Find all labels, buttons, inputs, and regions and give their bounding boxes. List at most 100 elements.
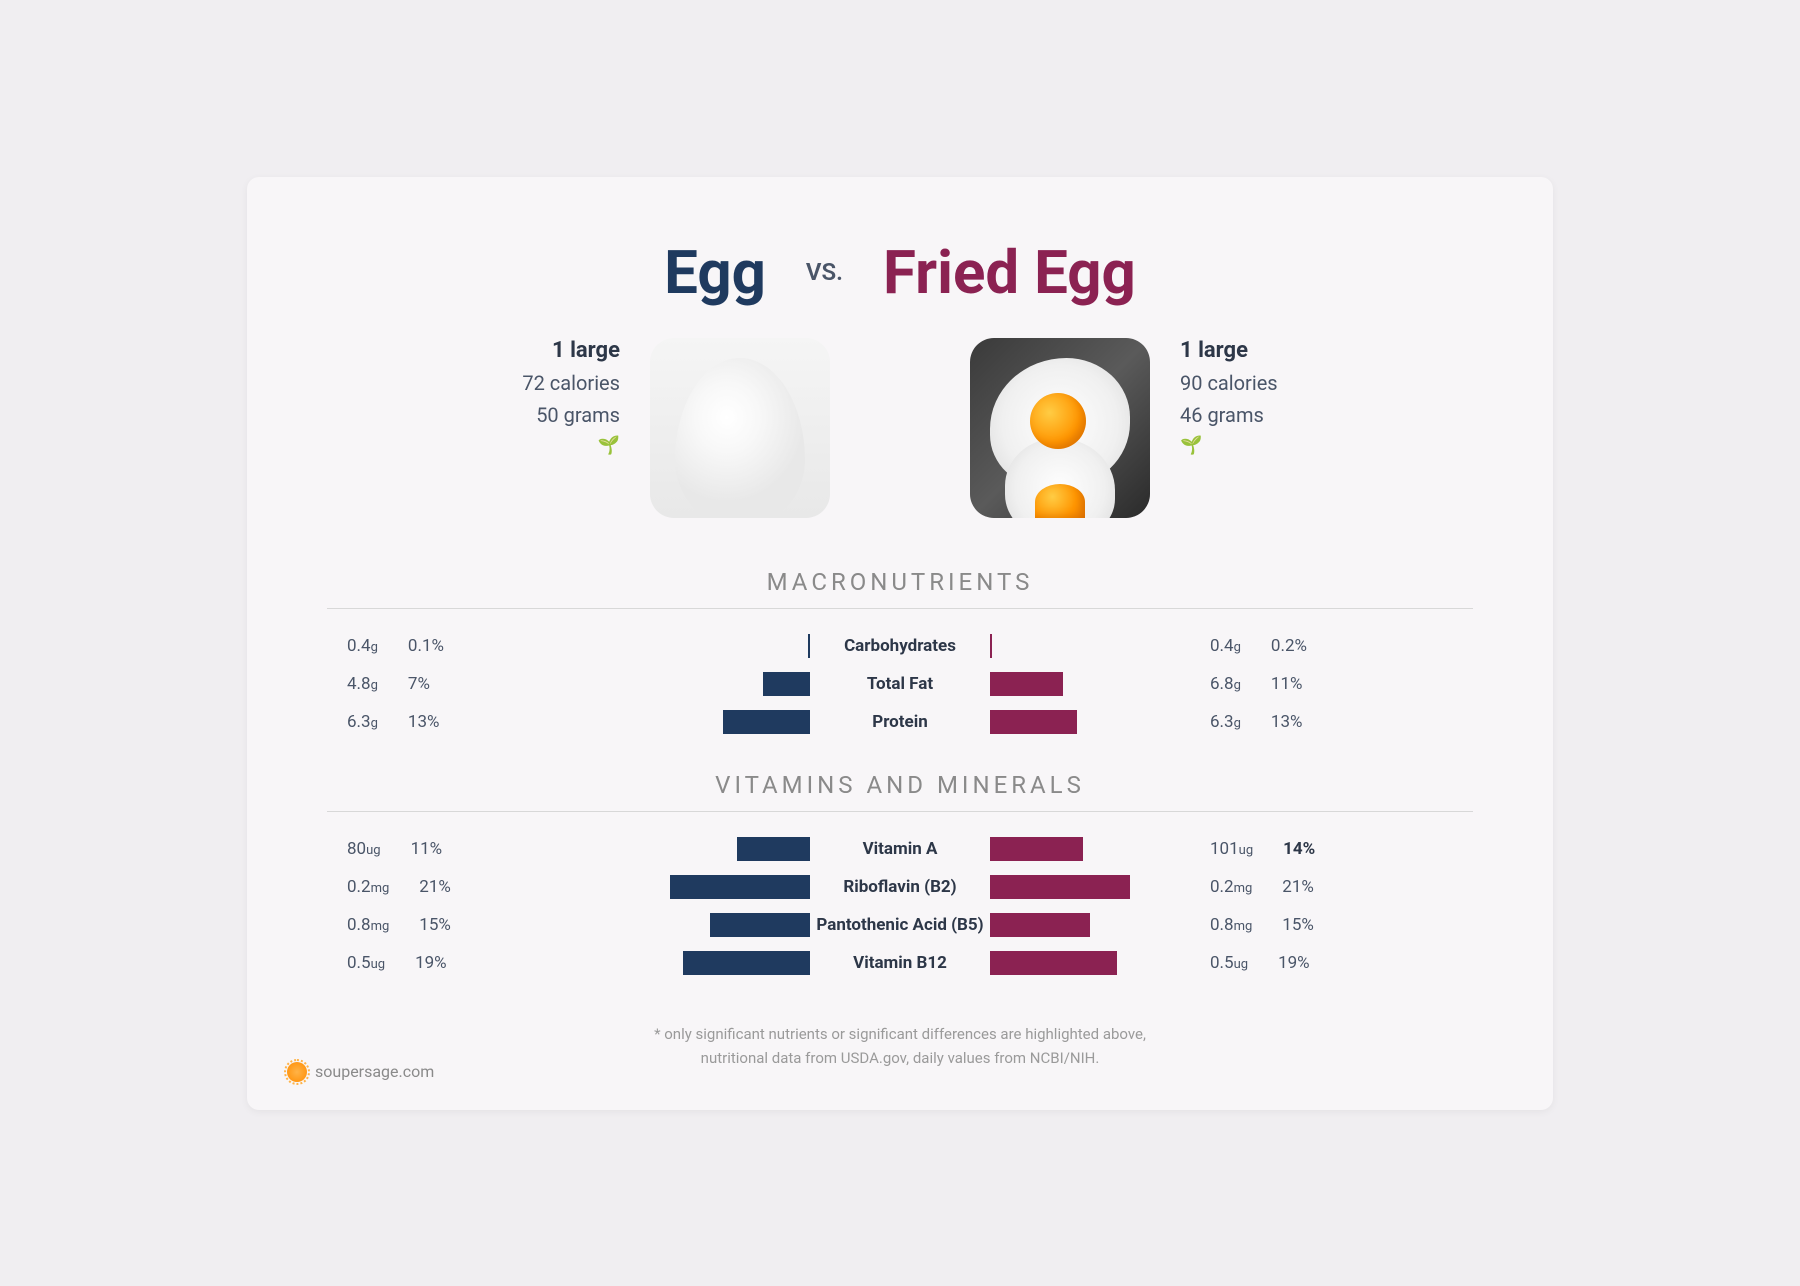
value-group-right: 0.5ug 19% — [1190, 953, 1473, 973]
percent-left: 11% — [411, 839, 443, 859]
percent-right: 0.2% — [1271, 636, 1307, 656]
macros-table: 0.4g0.1%Carbohydrates0.4g0.2%4.8g7%Total… — [327, 627, 1473, 741]
weight-left: 50 grams — [536, 403, 620, 427]
percent-right: 21% — [1282, 877, 1314, 897]
food-block-left: 1 large 72 calories 50 grams 🌱 — [522, 338, 830, 518]
food-image-left — [650, 338, 830, 518]
weight-right: 46 grams — [1180, 403, 1264, 427]
nutrient-row: 0.8mg 15% Pantothenic Acid (B5) 0.8mg 15% — [327, 906, 1473, 944]
nutrient-label: Vitamin B12 — [810, 953, 990, 973]
bar-cell-left — [610, 951, 810, 975]
percent-left: 0.1% — [408, 636, 444, 656]
food-block-right: 1 large 90 calories 46 grams 🌱 — [970, 338, 1278, 518]
value-group-left: 0.4g 0.1% — [327, 636, 610, 656]
value-group-right: 0.2mg 21% — [1190, 877, 1473, 897]
section-title-macros: MACRONUTRIENTS — [327, 568, 1473, 596]
vs-label: vs. — [806, 258, 843, 286]
bar-right — [990, 672, 1063, 696]
nutrient-row: 0.2mg21%Riboflavin (B2)0.2mg21% — [327, 868, 1473, 906]
bar-cell-right — [990, 710, 1190, 734]
value-right: 0.2mg — [1210, 877, 1252, 897]
bar-cell-right — [990, 875, 1190, 899]
sprout-icon: 🌱 — [1180, 435, 1202, 456]
divider — [327, 608, 1473, 609]
value-left: 0.2mg — [347, 877, 389, 897]
value-left: 0.8mg — [347, 915, 389, 935]
bar-cell-right — [990, 672, 1190, 696]
nutrition-comparison-card: Egg vs. Fried Egg 1 large 72 calories 50… — [247, 177, 1553, 1110]
value-group-left: 6.3g13% — [327, 712, 610, 732]
food-title-right: Fried Egg — [883, 237, 1136, 308]
value-left: 80ug — [347, 839, 381, 859]
value-group-right: 0.8mg 15% — [1190, 915, 1473, 935]
value-right: 6.3g — [1210, 712, 1241, 732]
bar-cell-right — [990, 837, 1190, 861]
yolk-icon — [1035, 484, 1085, 518]
percent-right: 14% — [1283, 839, 1315, 859]
value-right: 0.8mg — [1210, 915, 1252, 935]
bar-cell-left — [610, 672, 810, 696]
food-title-left: Egg — [664, 237, 766, 308]
brand-text: soupersage.com — [315, 1062, 434, 1081]
percent-right: 15% — [1282, 915, 1314, 935]
bar-cell-right — [990, 913, 1190, 937]
bar-cell-left — [610, 913, 810, 937]
nutrient-label: Carbohydrates — [810, 636, 990, 656]
food-info-row: 1 large 72 calories 50 grams 🌱 1 large 9… — [327, 338, 1473, 518]
nutrient-row: 80ug 11% Vitamin A 101ug 14% — [327, 830, 1473, 868]
bar-left — [670, 875, 810, 899]
calories-left: 72 calories — [522, 371, 620, 395]
bar-right — [990, 875, 1130, 899]
comparison-header: Egg vs. Fried Egg — [327, 237, 1473, 308]
bar-cell-right — [990, 951, 1190, 975]
footnote-line: nutritional data from USDA.gov, daily va… — [327, 1046, 1473, 1070]
food-stats-right: 1 large 90 calories 46 grams 🌱 — [1180, 338, 1278, 456]
food-image-right — [970, 338, 1150, 518]
value-group-right: 0.4g 0.2% — [1190, 636, 1473, 656]
percent-left: 7% — [408, 674, 430, 694]
percent-left: 15% — [419, 915, 451, 935]
yolk-icon — [1030, 393, 1086, 449]
bar-right — [990, 634, 992, 658]
brand-icon — [287, 1062, 307, 1082]
bar-cell-left — [610, 875, 810, 899]
value-right: 0.4g — [1210, 636, 1241, 656]
nutrient-row: 0.5ug 19% Vitamin B12 0.5ug 19% — [327, 944, 1473, 982]
bar-right — [990, 913, 1090, 937]
bar-right — [990, 951, 1117, 975]
value-left: 0.5ug — [347, 953, 385, 973]
vitamins-table: 80ug11%Vitamin A101ug14%0.2mg21%Riboflav… — [327, 830, 1473, 982]
percent-left: 19% — [415, 953, 447, 973]
percent-right: 19% — [1278, 953, 1310, 973]
footnote: * only significant nutrients or signific… — [327, 1022, 1473, 1070]
percent-left: 21% — [419, 877, 451, 897]
value-group-right: 6.3g13% — [1190, 712, 1473, 732]
bar-left — [710, 913, 810, 937]
percent-right: 11% — [1271, 674, 1303, 694]
value-group-left: 0.2mg 21% — [327, 877, 610, 897]
value-left: 4.8g — [347, 674, 378, 694]
value-left: 6.3g — [347, 712, 378, 732]
bar-left — [737, 837, 810, 861]
value-group-left: 0.5ug 19% — [327, 953, 610, 973]
bar-left — [763, 672, 810, 696]
nutrient-label: Pantothenic Acid (B5) — [810, 915, 990, 935]
bar-left — [683, 951, 810, 975]
value-left: 0.4g — [347, 636, 378, 656]
bar-right — [990, 837, 1083, 861]
nutrient-label: Vitamin A — [810, 839, 990, 859]
value-right: 101ug — [1210, 839, 1253, 859]
serving-right: 1 large — [1180, 338, 1248, 363]
value-group-left: 4.8g 7% — [327, 674, 610, 694]
value-group-left: 80ug 11% — [327, 839, 610, 859]
bar-cell-left — [610, 710, 810, 734]
egg-icon — [675, 358, 805, 518]
divider — [327, 811, 1473, 812]
value-right: 0.5ug — [1210, 953, 1248, 973]
nutrient-row: 4.8g7%Total Fat6.8g11% — [327, 665, 1473, 703]
value-group-right: 101ug 14% — [1190, 839, 1473, 859]
sprout-icon: 🌱 — [598, 435, 620, 456]
bar-cell-right — [990, 634, 1190, 658]
bar-cell-left — [610, 634, 810, 658]
nutrient-row: 0.4g 0.1% Carbohydrates 0.4g 0.2% — [327, 627, 1473, 665]
